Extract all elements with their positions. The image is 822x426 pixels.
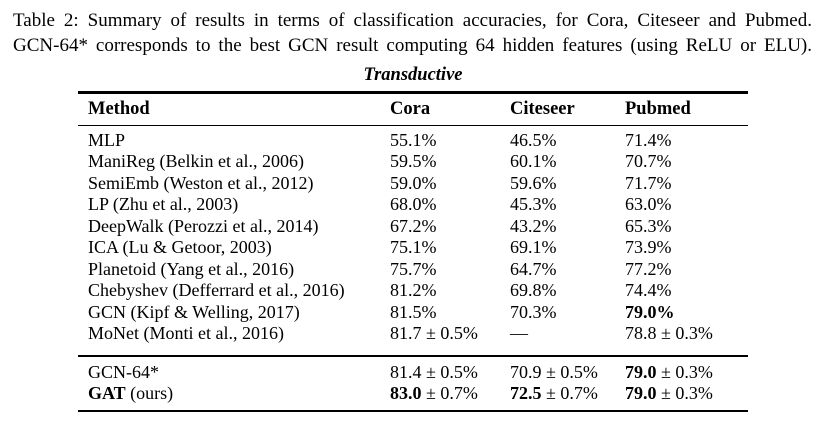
column-header-citeseer: Citeseer	[510, 98, 575, 119]
table-row: Planetoid (Yang et al., 2016) 75.7% 64.7% 7…	[78, 259, 748, 281]
table-row: Chebyshev (Defferrard et al., 2016) 81.2%…	[78, 280, 748, 302]
value-cell: 55.1%	[390, 129, 437, 150]
value-cell: 75.7%	[390, 258, 437, 279]
value-cell: 79.0 ± 0.3%	[625, 383, 713, 404]
value-cell: 59.0%	[390, 172, 437, 193]
table-row: LP (Zhu et al., 2003) 68.0% 45.3% 63.0%	[78, 194, 748, 216]
results-table: Transductive Method Cora Citeseer Pubmed…	[78, 62, 748, 413]
method-cell: Planetoid (Yang et al., 2016)	[88, 258, 295, 279]
method-cell: Chebyshev (Defferrard et al., 2016)	[88, 280, 345, 301]
table-row: GAT (ours) 83.0 ± 0.7% 72.5 ± 0.7% 79.0 ± 0…	[78, 383, 748, 405]
value-cell: 43.2%	[510, 215, 557, 236]
column-header-method: Method	[88, 98, 150, 119]
value-cell: 70.3%	[510, 301, 557, 322]
value-cell: 46.5%	[510, 129, 557, 150]
value-cell: 79.0%	[625, 301, 675, 322]
header-rule	[78, 124, 748, 126]
value-cell: 59.6%	[510, 172, 557, 193]
table-row: DeepWalk (Perozzi et al., 2014) 67.2% 43.2…	[78, 216, 748, 238]
value-cell: 75.1%	[390, 237, 437, 258]
value-cell: 78.8 ± 0.3%	[625, 323, 713, 344]
table-row: MLP 55.1% 46.5% 71.4%	[78, 130, 748, 152]
value-cell: 71.4%	[625, 129, 672, 150]
value-cell: 81.4 ± 0.5%	[390, 361, 478, 382]
value-cell: 81.2%	[390, 280, 437, 301]
table-body: MLP 55.1% 46.5% 71.4% ManiReg (Belkin et al.…	[78, 126, 748, 351]
table-row: GCN (Kipf & Welling, 2017) 81.5% 70.3% 79.0…	[78, 302, 748, 324]
value-cell: 73.9%	[625, 237, 672, 258]
column-header-pubmed: Pubmed	[625, 98, 691, 119]
value-cell: 63.0%	[625, 194, 672, 215]
method-cell: GCN (Kipf & Welling, 2017)	[88, 301, 300, 322]
value-cell: 69.8%	[510, 280, 557, 301]
value-cell: 71.7%	[625, 172, 672, 193]
table-row: MoNet (Monti et al., 2016) 81.7 ± 0.5% — 78…	[78, 323, 748, 345]
table-row: GCN-64* 81.4 ± 0.5% 70.9 ± 0.5% 79.0 ± 0.3%	[78, 362, 748, 384]
method-cell: ICA (Lu & Getoor, 2003)	[88, 237, 272, 258]
value-cell: 74.4%	[625, 280, 672, 301]
table-row: SemiEmb (Weston et al., 2012) 59.0% 59.6% 7…	[78, 173, 748, 195]
caption-line-2: GCN-64* corresponds to the best GCN resu…	[13, 35, 812, 56]
value-cell: 72.5 ± 0.7%	[510, 383, 598, 404]
value-cell: —	[510, 323, 528, 344]
value-cell: 65.3%	[625, 215, 672, 236]
method-cell: DeepWalk (Perozzi et al., 2014)	[88, 215, 319, 236]
table-footer: GCN-64* 81.4 ± 0.5% 70.9 ± 0.5% 79.0 ± 0.3%…	[78, 360, 748, 410]
value-cell: 68.0%	[390, 194, 437, 215]
value-cell: 81.5%	[390, 301, 437, 322]
method-cell: ManiReg (Belkin et al., 2006)	[88, 151, 304, 172]
method-cell: GCN-64*	[88, 361, 159, 382]
value-cell: 45.3%	[510, 194, 557, 215]
value-cell: 60.1%	[510, 151, 557, 172]
table-caption: Table 2: Summary of results in terms of …	[13, 8, 812, 58]
table-row: ManiReg (Belkin et al., 2006) 59.5% 60.1% 7…	[78, 151, 748, 173]
mid-rule	[78, 354, 748, 357]
value-cell: 67.2%	[390, 215, 437, 236]
method-cell: GAT (ours)	[88, 383, 174, 404]
method-cell: MoNet (Monti et al., 2016)	[88, 323, 284, 344]
method-cell: LP (Zhu et al., 2003)	[88, 194, 239, 215]
top-rule	[78, 91, 748, 94]
value-cell: 77.2%	[625, 258, 672, 279]
value-cell: 64.7%	[510, 258, 557, 279]
table-header-row: Method Cora Citeseer Pubmed	[78, 94, 748, 125]
table-row: ICA (Lu & Getoor, 2003) 75.1% 69.1% 73.9%	[78, 237, 748, 259]
column-header-cora: Cora	[390, 98, 431, 119]
value-cell: 81.7 ± 0.5%	[390, 323, 478, 344]
value-cell: 59.5%	[390, 151, 437, 172]
value-cell: 70.7%	[625, 151, 672, 172]
method-cell: SemiEmb (Weston et al., 2012)	[88, 172, 314, 193]
caption-line-1: Table 2: Summary of results in terms of …	[13, 10, 812, 31]
method-cell: MLP	[88, 129, 126, 150]
value-cell: 83.0 ± 0.7%	[390, 383, 478, 404]
bottom-rule	[78, 409, 748, 413]
table-group-title: Transductive	[363, 65, 463, 85]
value-cell: 69.1%	[510, 237, 557, 258]
value-cell: 70.9 ± 0.5%	[510, 361, 598, 382]
value-cell: 79.0 ± 0.3%	[625, 361, 713, 382]
